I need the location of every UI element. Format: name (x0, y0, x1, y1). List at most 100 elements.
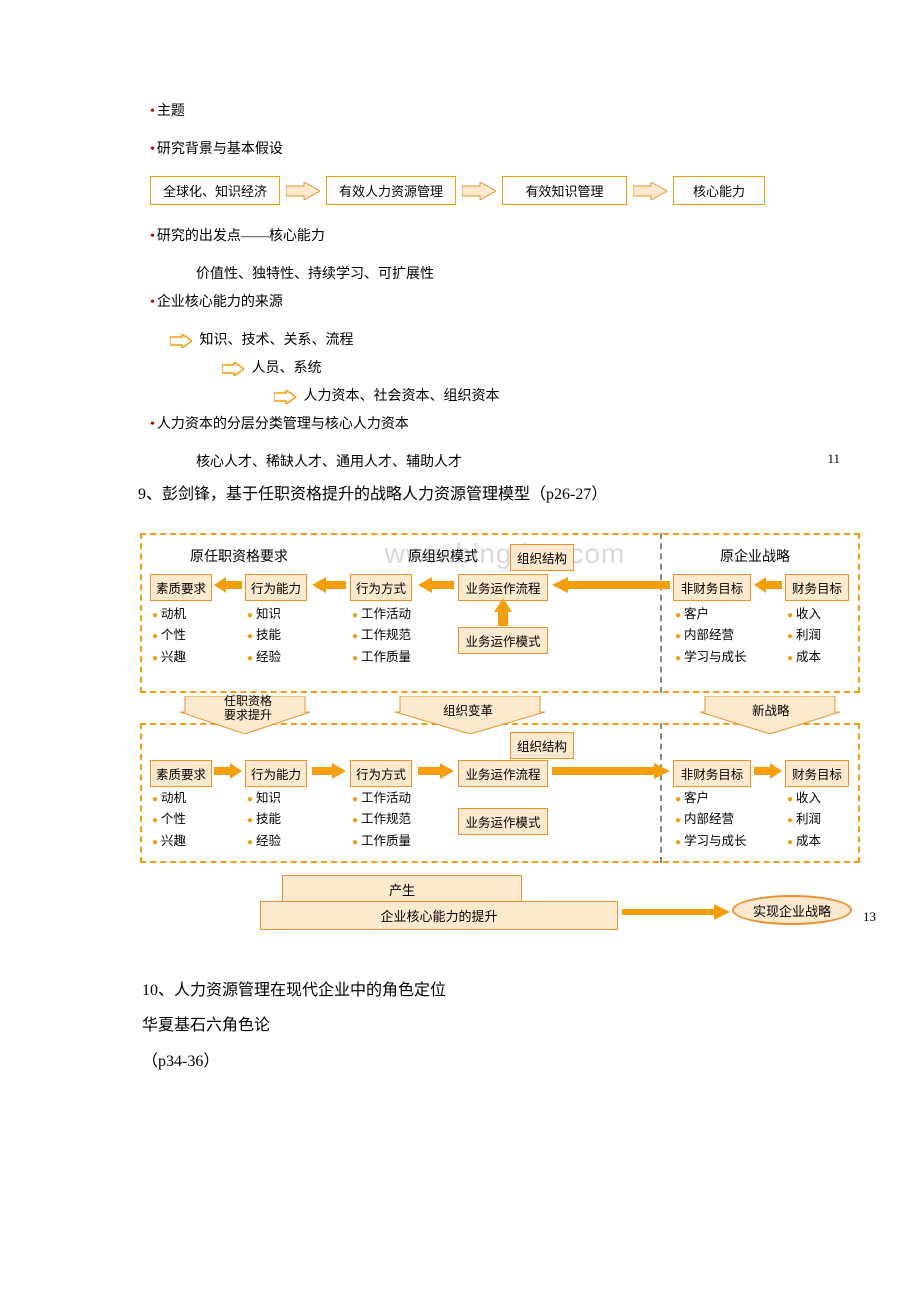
diagram-qualification: www.bingdoc.com 原任职资格要求 原组织模式 原企业战略 组织结构… (140, 528, 870, 953)
list-item: 工作规范 (352, 625, 411, 646)
box-produce: 产生 (282, 875, 522, 904)
right-arrow-icon (214, 763, 242, 779)
box-nonfin-target-2: 非财务目标 (673, 760, 751, 787)
ellipse-realize-strategy: 实现企业战略 (732, 895, 852, 925)
list-item: 兴趣 (152, 647, 186, 668)
list-item: 兴趣 (152, 831, 186, 852)
txt: 企业核心能力的来源 (157, 295, 283, 310)
label-orig-strategy: 原企业战略 (720, 546, 790, 566)
label-down3: 新战略 (752, 700, 790, 719)
txt: 人力资本、社会资本、组织资本 (304, 389, 500, 404)
box-nonfin-target-1: 非财务目标 (673, 574, 751, 601)
h10-line2: 华夏基石六角色论 (142, 1008, 890, 1043)
box-behavior-way-2: 行为方式 (350, 760, 412, 787)
list-col1-bot: 动机 个性 兴趣 (152, 788, 186, 852)
left-arrow-icon (754, 577, 782, 593)
list-item: 知识 (247, 604, 281, 625)
left-arrow-icon (552, 577, 670, 593)
right-arrow-icon (418, 763, 454, 779)
list-item: 个性 (152, 625, 186, 646)
txt: 研究的出发点——核心能力 (157, 229, 325, 244)
box-op-mode-1: 业务运作模式 (458, 627, 548, 654)
list-item: 学习与成长 (675, 831, 747, 852)
right-arrow-icon (312, 763, 346, 779)
list-col3-top: 工作活动 工作规范 工作质量 (352, 604, 411, 668)
heading-10: 10、人力资源管理在现代企业中的角色定位 华夏基石六角色论 （p34-36） (142, 973, 890, 1079)
list-item: 学习与成长 (675, 647, 747, 668)
list-item: 工作质量 (352, 647, 411, 668)
section-1: 主题 研究背景与基本假设 全球化、知识经济 有效人力资源管理 有效知识管理 核心… (150, 100, 830, 471)
list-item: 工作规范 (352, 809, 411, 830)
box-quality-req-1: 素质要求 (150, 574, 212, 601)
box-behavior-way-1: 行为方式 (350, 574, 412, 601)
list-item: 经验 (247, 647, 281, 668)
right-arrow-icon (222, 362, 244, 376)
list-item: 利润 (787, 625, 821, 646)
divider-vertical-top (660, 533, 662, 693)
label-orig-qualification: 原任职资格要求 (190, 546, 288, 566)
txt: 核心人才、稀缺人才、通用人才、辅助人才 (196, 455, 462, 470)
long-right-arrow-icon (622, 904, 730, 920)
box-op-mode-2: 业务运作模式 (458, 808, 548, 835)
list-col6-top: 收入 利润 成本 (787, 604, 821, 668)
txt: 人力资本的分层分类管理与核心人力资本 (157, 417, 409, 432)
layered-sub: 核心人才、稀缺人才、通用人才、辅助人才 11 (196, 451, 830, 471)
list-item: 内部经营 (675, 809, 747, 830)
list-col2-bot: 知识 技能 经验 (247, 788, 281, 852)
list-item: 工作质量 (352, 831, 411, 852)
list-item: 经验 (247, 831, 281, 852)
left-arrow-icon (418, 577, 454, 593)
flow-row: 全球化、知识经济 有效人力资源管理 有效知识管理 核心能力 (150, 176, 830, 205)
list-col5-top: 客户 内部经营 学习与成长 (675, 604, 747, 668)
list-item: 利润 (787, 809, 821, 830)
list-item: 收入 (787, 604, 821, 625)
box-quality-req-2: 素质要求 (150, 760, 212, 787)
list-item: 工作活动 (352, 788, 411, 809)
box-org-structure-bot: 组织结构 (510, 732, 574, 759)
bullet-core: 研究的出发点——核心能力 (150, 225, 830, 245)
list-item: 知识 (247, 788, 281, 809)
left-arrow-icon (214, 577, 242, 593)
list-col1-top: 动机 个性 兴趣 (152, 604, 186, 668)
bullet-topic: 主题 (150, 100, 830, 120)
txt: 实现企业战略 (753, 901, 831, 920)
h10-line1: 10、人力资源管理在现代企业中的角色定位 (142, 973, 890, 1008)
list-item: 成本 (787, 647, 821, 668)
label-orig-orgmode: 原组织模式 (408, 546, 478, 566)
flow-box-1: 全球化、知识经济 (150, 176, 280, 205)
flow-arrow-icon (633, 182, 667, 200)
box-core-ability: 企业核心能力的提升 (260, 901, 618, 930)
divider-vertical-bot (660, 723, 662, 863)
list-item: 成本 (787, 831, 821, 852)
list-item: 收入 (787, 788, 821, 809)
txt: 主题 (157, 104, 185, 119)
flow-box-2: 有效人力资源管理 (326, 176, 456, 205)
bullet-source: 企业核心能力的来源 (150, 291, 830, 311)
list-item: 技能 (247, 809, 281, 830)
list-col2-top: 知识 技能 经验 (247, 604, 281, 668)
right-arrow-icon (274, 390, 296, 404)
box-behavior-ability-1: 行为能力 (245, 574, 307, 601)
txt: 任职资格 (224, 694, 272, 708)
hier-l2: 人员、系统 (222, 357, 830, 377)
hier-l1: 知识、技术、关系、流程 (170, 329, 830, 349)
label-down2: 组织变革 (443, 700, 493, 719)
hier-l3: 人力资本、社会资本、组织资本 (274, 385, 830, 405)
bullet-background: 研究背景与基本假设 (150, 138, 830, 158)
list-col6-bot: 收入 利润 成本 (787, 788, 821, 852)
right-arrow-icon (170, 334, 192, 348)
box-op-process-2: 业务运作流程 (458, 760, 548, 787)
txt: 知识、技术、关系、流程 (200, 333, 354, 348)
list-item: 个性 (152, 809, 186, 830)
right-arrow-icon (754, 763, 782, 779)
bullet-layered: 人力资本的分层分类管理与核心人力资本 (150, 413, 830, 433)
list-item: 技能 (247, 625, 281, 646)
heading-9: 9、彭剑锋，基于任职资格提升的战略人力资源管理模型（p26-27） (138, 481, 858, 508)
list-item: 内部经营 (675, 625, 747, 646)
list-item: 动机 (152, 788, 186, 809)
list-item: 客户 (675, 604, 747, 625)
list-item: 客户 (675, 788, 747, 809)
box-org-structure-top: 组织结构 (510, 544, 574, 571)
flow-arrow-icon (462, 182, 496, 200)
list-item: 动机 (152, 604, 186, 625)
